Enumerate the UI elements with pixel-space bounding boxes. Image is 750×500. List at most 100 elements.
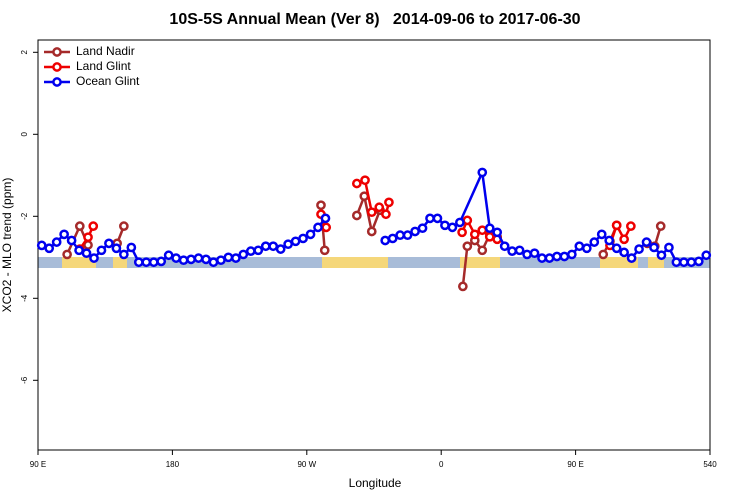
point [62, 249, 72, 260]
point [366, 207, 377, 218]
land-patch [648, 257, 664, 268]
point [425, 213, 435, 224]
point [469, 229, 480, 240]
point [83, 232, 93, 243]
point [544, 253, 555, 263]
point [477, 245, 488, 256]
point [462, 215, 473, 226]
point [447, 222, 458, 233]
point [319, 245, 330, 256]
point [440, 220, 450, 231]
point [581, 243, 592, 254]
point [141, 257, 152, 268]
series-line [65, 191, 662, 287]
y-tick-label: 2 [20, 50, 29, 55]
point [366, 226, 377, 237]
point [458, 281, 468, 292]
point [321, 222, 332, 233]
point [457, 227, 467, 238]
x-tick-label: 90 E [30, 460, 46, 469]
point [619, 234, 629, 245]
land-patch [460, 257, 500, 268]
point [245, 246, 256, 256]
legend-marker [52, 77, 62, 87]
point [514, 245, 525, 256]
point [417, 223, 428, 234]
point [664, 242, 674, 253]
point [522, 249, 532, 260]
point [360, 175, 370, 186]
point [552, 251, 562, 262]
land-patch [113, 257, 127, 268]
legend-label: Land Glint [76, 59, 131, 73]
x-tick-label: 90 W [297, 460, 316, 469]
point [574, 241, 585, 252]
point [649, 242, 659, 253]
point [320, 213, 331, 224]
point [36, 240, 47, 251]
point [402, 230, 413, 241]
point [384, 197, 394, 208]
point [260, 241, 271, 252]
point [193, 253, 204, 263]
y-tick-label: -4 [20, 294, 29, 302]
point [626, 253, 637, 263]
point [387, 233, 398, 244]
point [283, 239, 293, 250]
point [208, 257, 219, 268]
point [88, 221, 99, 231]
point [656, 250, 667, 261]
point [596, 229, 607, 240]
point [641, 237, 652, 247]
point [186, 254, 196, 265]
y-tick-label: -6 [20, 376, 29, 384]
point [351, 210, 362, 221]
point [178, 255, 189, 266]
point [74, 245, 84, 256]
point [374, 202, 385, 213]
point [66, 235, 77, 246]
point [171, 253, 181, 263]
y-axis-label: XCO2 - MLO trend (ppm) [0, 178, 14, 313]
point [216, 255, 226, 266]
point [484, 223, 495, 234]
point [381, 209, 391, 220]
chart-title: 10S-5S Annual Mean (Ver 8) 2014-09-06 to… [169, 11, 580, 28]
point [316, 200, 326, 211]
point [432, 213, 443, 224]
point [598, 249, 609, 260]
point [477, 225, 488, 236]
point [313, 222, 323, 233]
point [223, 252, 234, 263]
point [351, 178, 362, 189]
point [507, 246, 517, 256]
point [589, 237, 600, 247]
point [298, 233, 308, 244]
point [44, 243, 55, 254]
point [133, 257, 144, 268]
point [686, 257, 697, 268]
point [119, 249, 129, 260]
point [611, 220, 622, 231]
legend-marker [52, 47, 62, 57]
point [701, 250, 712, 261]
point [119, 221, 129, 231]
point [655, 221, 666, 231]
point [74, 221, 85, 231]
legend-label: Land Nadir [76, 44, 135, 58]
point [679, 257, 689, 268]
point [604, 235, 615, 246]
point [268, 241, 279, 252]
point [201, 254, 211, 265]
point [395, 230, 405, 241]
point [275, 244, 286, 254]
point [89, 253, 99, 263]
point [626, 221, 636, 231]
point [462, 241, 473, 252]
point [559, 251, 570, 262]
point [529, 248, 540, 259]
point [537, 253, 547, 263]
point [253, 245, 264, 256]
point [477, 167, 488, 178]
